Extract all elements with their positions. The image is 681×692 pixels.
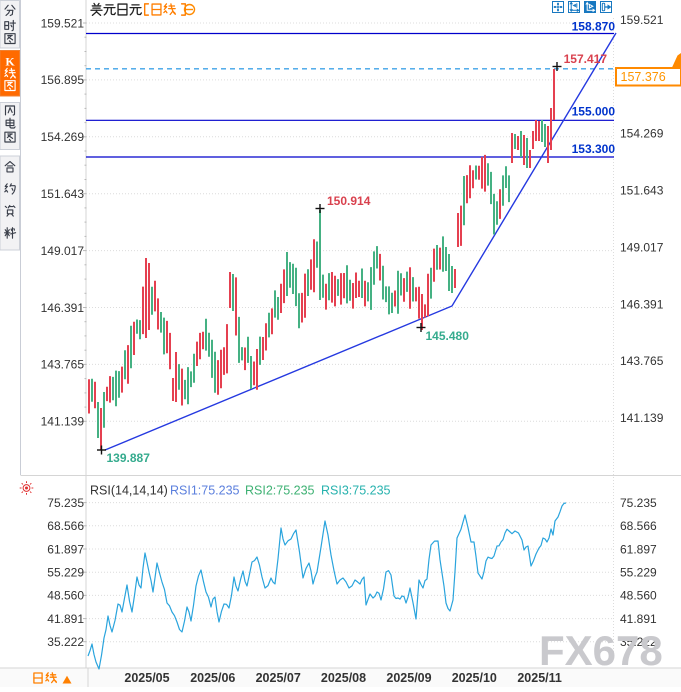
svg-text:RSI1:75.235: RSI1:75.235 <box>170 484 240 498</box>
svg-text:149.017: 149.017 <box>620 240 664 254</box>
svg-text:68.566: 68.566 <box>620 519 657 533</box>
svg-text:RSI(14,14,14): RSI(14,14,14) <box>90 484 168 498</box>
svg-text:159.521: 159.521 <box>620 13 664 27</box>
svg-text:55.229: 55.229 <box>47 566 84 580</box>
svg-text:2025/11: 2025/11 <box>517 671 562 685</box>
svg-text:141.139: 141.139 <box>620 411 664 425</box>
svg-text:75.235: 75.235 <box>47 496 84 510</box>
svg-text:68.566: 68.566 <box>47 519 84 533</box>
svg-text:143.765: 143.765 <box>620 354 664 368</box>
svg-text:151.643: 151.643 <box>620 184 664 198</box>
svg-text:154.269: 154.269 <box>41 130 85 144</box>
svg-text:48.560: 48.560 <box>47 589 84 603</box>
svg-text:2025/10: 2025/10 <box>452 671 497 685</box>
svg-text:151.643: 151.643 <box>41 187 85 201</box>
svg-text:48.560: 48.560 <box>620 589 657 603</box>
svg-text:159.521: 159.521 <box>41 16 85 30</box>
svg-text:155.000: 155.000 <box>572 105 616 119</box>
svg-text:146.391: 146.391 <box>41 301 85 315</box>
svg-text:145.480: 145.480 <box>426 329 470 343</box>
svg-text:143.765: 143.765 <box>41 358 85 372</box>
svg-text:75.235: 75.235 <box>620 496 657 510</box>
svg-text:2025/07: 2025/07 <box>256 671 301 685</box>
svg-text:146.391: 146.391 <box>620 297 664 311</box>
svg-text:61.897: 61.897 <box>620 542 657 556</box>
svg-text:158.870: 158.870 <box>572 20 616 34</box>
svg-text:35.222: 35.222 <box>620 635 657 649</box>
svg-text:150.914: 150.914 <box>327 194 371 208</box>
svg-text:154.269: 154.269 <box>620 127 664 141</box>
svg-text:35.222: 35.222 <box>47 635 84 649</box>
svg-text:2025/08: 2025/08 <box>321 671 366 685</box>
svg-text:61.897: 61.897 <box>47 542 84 556</box>
svg-text:153.300: 153.300 <box>572 142 616 156</box>
svg-text:K: K <box>5 55 15 69</box>
svg-text:2025/05: 2025/05 <box>124 671 169 685</box>
svg-text:141.139: 141.139 <box>41 415 85 429</box>
svg-text:55.229: 55.229 <box>620 566 657 580</box>
svg-text:41.891: 41.891 <box>620 612 657 626</box>
svg-text:RSI3:75.235: RSI3:75.235 <box>321 484 391 498</box>
svg-text:149.017: 149.017 <box>41 244 85 258</box>
svg-text:157.376: 157.376 <box>621 70 666 84</box>
svg-text:139.887: 139.887 <box>107 451 151 465</box>
svg-text:2025/09: 2025/09 <box>386 671 431 685</box>
svg-text:41.891: 41.891 <box>47 612 84 626</box>
svg-text:RSI2:75.235: RSI2:75.235 <box>245 484 315 498</box>
svg-text:2025/06: 2025/06 <box>190 671 235 685</box>
svg-text:157.417: 157.417 <box>564 52 608 66</box>
svg-text:156.895: 156.895 <box>41 73 85 87</box>
svg-text:FX678: FX678 <box>539 627 663 674</box>
